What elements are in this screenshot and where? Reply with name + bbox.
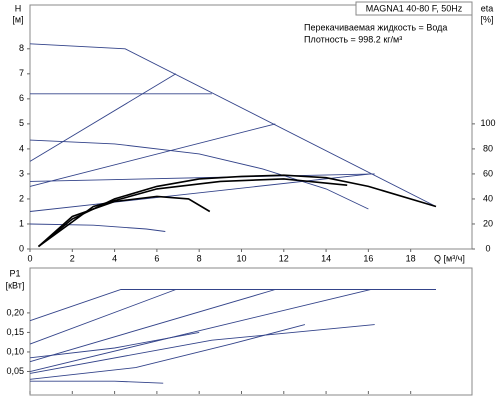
y-tick-label: 0,15	[6, 327, 24, 337]
x-tick-label: 12	[279, 253, 289, 263]
x-tick-label: 14	[321, 253, 331, 263]
y-axis-unit: [м]	[12, 14, 23, 24]
curve	[29, 324, 375, 374]
curve	[30, 380, 164, 384]
y-tick-label: 0,05	[6, 366, 24, 376]
y-axis-label: H	[15, 3, 22, 13]
y2-tick-label: 100	[480, 118, 495, 128]
y2-tick-label: 0	[485, 243, 490, 253]
curve	[29, 43, 437, 207]
x-tick-label: 0	[27, 253, 32, 263]
x-tick-label: 6	[154, 253, 159, 263]
title-box	[355, 1, 473, 16]
x-tick-label: 18	[406, 253, 416, 263]
x-tick-label: 8	[197, 253, 202, 263]
curve	[29, 173, 375, 182]
curve	[29, 139, 369, 210]
chart-title: MAGNA1 40-80 F, 50Hz	[366, 3, 463, 13]
y-tick-label: 3	[19, 168, 24, 178]
y-tick-label: 6	[19, 93, 24, 103]
curve	[29, 289, 276, 363]
curve	[38, 178, 348, 248]
y-tick-label: 5	[19, 118, 24, 128]
curve	[29, 289, 371, 372]
y2-tick-label: 40	[483, 193, 493, 203]
curve	[29, 331, 200, 359]
y-tick-label: 7	[19, 68, 24, 78]
curve	[29, 223, 166, 232]
x-tick-label: 2	[70, 253, 75, 263]
curve	[29, 289, 177, 345]
plot-frame	[29, 267, 473, 396]
y2-axis-unit: [%]	[480, 14, 493, 24]
y-tick-label: 8	[19, 43, 24, 53]
y-tick-label: 1	[19, 218, 24, 228]
y-tick-label: 0,20	[6, 307, 24, 317]
y-tick-label: 4	[19, 143, 24, 153]
x-tick-label: 4	[112, 253, 117, 263]
x-tick-label: 16	[363, 253, 373, 263]
annotation: Перекачиваемая жидкость = Вода	[304, 22, 447, 32]
curve	[29, 173, 371, 212]
curve	[37, 195, 211, 248]
curve	[37, 174, 437, 248]
y-axis-unit: [кВт]	[6, 280, 25, 290]
curve	[29, 123, 276, 187]
y-axis-label: P1	[9, 268, 20, 278]
curve	[29, 73, 177, 162]
y2-tick-label: 20	[483, 218, 493, 228]
curve	[29, 289, 436, 322]
y-tick-label: 2	[19, 193, 24, 203]
annotation: Плотность = 998.2 кг/м³	[304, 34, 402, 44]
y2-axis-label: eta	[481, 3, 494, 13]
y-tick-label: 0,10	[6, 346, 24, 356]
y-tick-label: 0	[19, 243, 24, 253]
curve	[29, 324, 306, 380]
y2-tick-label: 60	[483, 168, 493, 178]
y2-tick-label: 80	[483, 143, 493, 153]
x-axis-label: Q [м³/ч]	[434, 253, 465, 263]
plot-frame	[29, 4, 473, 250]
x-tick-label: 10	[236, 253, 246, 263]
